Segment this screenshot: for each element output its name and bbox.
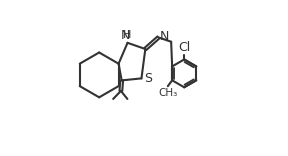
Text: CH₃: CH₃ [158,88,177,98]
Text: N: N [160,30,169,43]
Text: N: N [121,29,130,42]
Text: Cl: Cl [178,41,190,54]
Text: S: S [144,72,152,85]
Text: H: H [123,30,132,40]
